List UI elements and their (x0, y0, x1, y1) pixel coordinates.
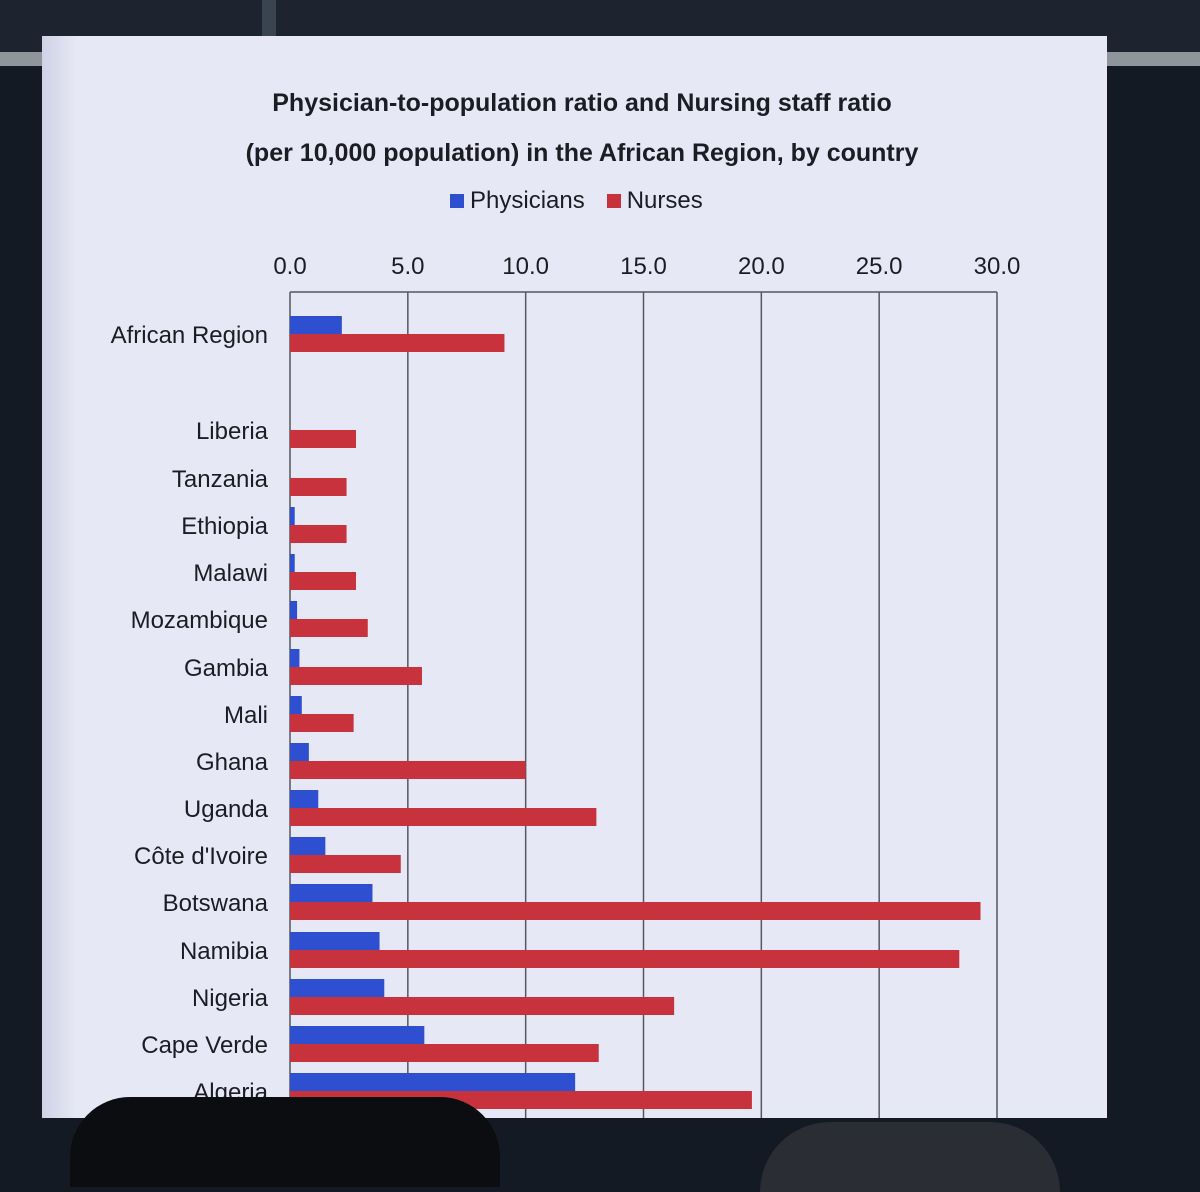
bar-physicians (290, 790, 319, 808)
category-label: Ethiopia (181, 513, 268, 540)
x-tick-label: 30.0 (974, 253, 1021, 280)
legend-swatch-physicians (450, 194, 464, 208)
category-label: Tanzania (172, 466, 269, 493)
bar-nurses (290, 855, 401, 873)
audience-head (760, 1122, 1060, 1192)
category-label: Ghana (196, 749, 269, 776)
category-label: Cape Verde (141, 1032, 268, 1059)
chart-title-line-1: Physician-to-population ratio and Nursin… (272, 89, 892, 117)
bar-physicians (290, 884, 373, 902)
bar-physicians (290, 649, 300, 667)
bar-physicians (290, 932, 380, 950)
bar-nurses (290, 430, 356, 448)
bar-nurses (290, 1044, 599, 1062)
x-tick-label: 20.0 (738, 253, 785, 280)
x-tick-label: 10.0 (502, 253, 549, 280)
bar-physicians (290, 979, 385, 997)
bar-nurses (290, 761, 526, 779)
bar-physicians (290, 696, 302, 714)
ceiling-post (262, 0, 276, 40)
bar-nurses (290, 525, 347, 543)
category-label: Mali (224, 702, 268, 729)
category-label: Botswana (163, 890, 269, 917)
legend-swatch-nurses (606, 194, 621, 208)
category-label: African Region (111, 322, 268, 349)
bar-nurses (290, 478, 347, 496)
x-tick-label: 0.0 (273, 253, 306, 280)
legend: Physicians Nurses (450, 186, 703, 216)
bar-nurses (290, 334, 505, 352)
chart-title: Physician-to-population ratio and Nursin… (212, 78, 952, 178)
category-label: Mozambique (131, 607, 268, 634)
bar-chart: 0.0 5.0 10.0 15.0 20.0 25.0 30.0 African Region… (111, 253, 1021, 1118)
category-label: Malawi (193, 560, 268, 587)
category-label: Liberia (196, 418, 269, 445)
legend-item-nurses: Nurses (606, 187, 703, 215)
bar-nurses (290, 572, 356, 590)
chart-title-line-2: (per 10,000 population) in the African R… (245, 139, 919, 167)
bar-physicians (290, 1073, 576, 1091)
x-tick-label: 25.0 (856, 253, 903, 280)
bar-physicians (290, 601, 298, 619)
category-label: Gambia (184, 655, 269, 682)
bar-physicians (290, 507, 295, 525)
bar-physicians (290, 1026, 425, 1044)
x-tick-label: 15.0 (620, 253, 667, 280)
x-tick-label: 5.0 (391, 253, 424, 280)
bar-nurses (290, 902, 981, 920)
legend-label-physicians: Physicians (470, 187, 585, 214)
bar-nurses (290, 667, 422, 685)
bar-physicians (290, 554, 295, 572)
bar-nurses (290, 714, 354, 732)
projection-screen: Physician-to-population ratio and Nursin… (42, 36, 1107, 1118)
audience-head (70, 1097, 500, 1187)
bar-nurses (290, 808, 597, 826)
bar-nurses (290, 997, 675, 1015)
bar-nurses (290, 950, 960, 968)
bar-physicians (290, 743, 309, 761)
bar-nurses (290, 619, 368, 637)
bar-physicians (290, 837, 326, 855)
category-label: Côte d'Ivoire (134, 843, 268, 870)
category-label: Nigeria (192, 985, 269, 1012)
bar-physicians (290, 316, 342, 334)
legend-label-nurses: Nurses (626, 187, 703, 214)
category-label: Namibia (180, 938, 269, 965)
legend-item-physicians: Physicians (450, 187, 585, 215)
category-label: Uganda (184, 796, 269, 823)
